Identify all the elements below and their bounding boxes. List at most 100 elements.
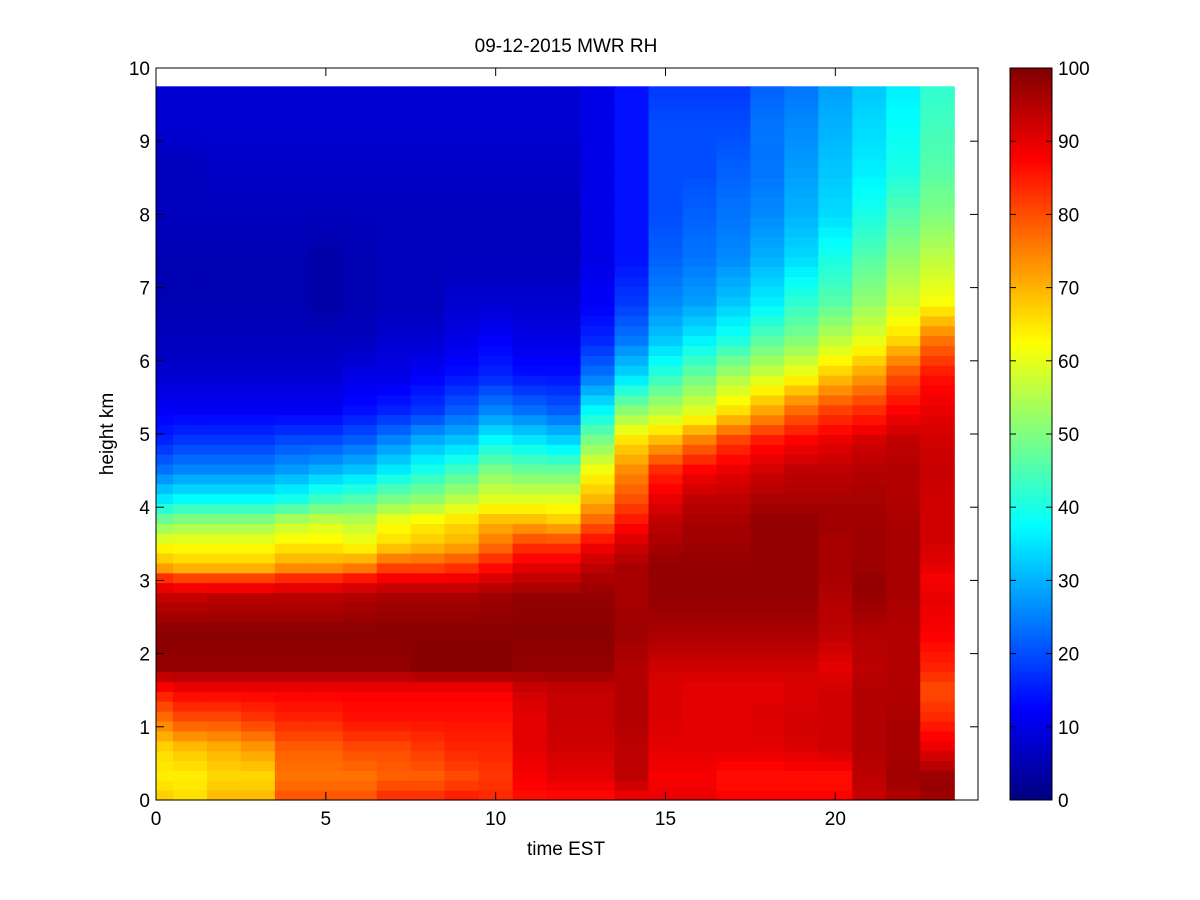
heatmap-cell xyxy=(206,454,242,465)
heatmap-cell xyxy=(784,750,819,762)
heatmap-cell xyxy=(716,118,752,129)
heatmap-cell xyxy=(818,424,853,435)
heatmap-cell xyxy=(818,641,853,653)
heatmap-cell xyxy=(342,483,378,495)
heatmap-cell xyxy=(818,404,853,416)
heatmap-cell xyxy=(750,355,785,366)
heatmap-cell xyxy=(410,177,446,188)
heatmap-cell xyxy=(886,375,921,386)
heatmap-cell xyxy=(156,305,174,317)
heatmap-cell xyxy=(886,355,921,366)
heatmap-cell xyxy=(240,108,276,119)
heatmap-cell xyxy=(682,137,718,149)
heatmap-cell xyxy=(478,266,514,277)
heatmap-cell xyxy=(172,226,208,238)
heatmap-cell xyxy=(682,197,718,208)
heatmap-cell xyxy=(206,276,242,287)
heatmap-cell xyxy=(818,98,853,109)
heatmap-cell xyxy=(818,345,853,356)
heatmap-cell xyxy=(716,365,752,376)
heatmap-cell xyxy=(274,701,310,712)
heatmap-cell xyxy=(750,335,785,347)
heatmap-cell xyxy=(580,355,616,366)
heatmap-cell xyxy=(410,118,446,129)
heatmap-cell xyxy=(682,345,718,356)
heatmap-cell xyxy=(716,147,752,159)
heatmap-cell xyxy=(410,503,446,515)
heatmap-cell xyxy=(308,424,344,435)
heatmap-cell xyxy=(784,325,819,337)
heatmap-cell xyxy=(784,147,819,159)
heatmap-cell xyxy=(546,602,582,613)
heatmap-cell xyxy=(818,177,853,188)
heatmap-cell xyxy=(580,108,616,119)
heatmap-cell xyxy=(376,246,412,258)
heatmap-cell xyxy=(274,691,310,702)
heatmap-cell xyxy=(444,513,480,524)
heatmap-cell xyxy=(886,750,921,762)
heatmap-cell xyxy=(784,108,819,119)
heatmap-cell xyxy=(308,552,344,564)
heatmap-cell xyxy=(580,444,616,455)
heatmap-cell xyxy=(156,108,174,119)
heatmap-cell xyxy=(716,276,752,287)
heatmap-cell xyxy=(784,780,819,791)
heatmap-cell xyxy=(716,790,752,801)
heatmap-cell xyxy=(852,473,887,485)
heatmap-cell xyxy=(750,572,785,584)
heatmap-cell xyxy=(784,622,819,633)
heatmap-cell xyxy=(308,108,344,119)
heatmap-cell xyxy=(240,641,276,653)
heatmap-cell xyxy=(156,701,174,712)
heatmap-cell xyxy=(172,286,208,297)
y-tick-label: 6 xyxy=(139,352,150,373)
heatmap-cell xyxy=(156,266,174,277)
heatmap-cell xyxy=(614,730,650,742)
heatmap-cell xyxy=(818,137,853,149)
heatmap-cell xyxy=(478,226,514,238)
heatmap-cell xyxy=(648,286,684,297)
heatmap-cell xyxy=(920,98,955,109)
heatmap-cell xyxy=(580,760,616,771)
heatmap-cell xyxy=(342,226,378,238)
heatmap-cell xyxy=(580,128,616,139)
heatmap-cell xyxy=(852,276,887,287)
heatmap-cell xyxy=(614,384,650,396)
heatmap-cell xyxy=(818,118,853,129)
heatmap-cell xyxy=(444,394,480,406)
heatmap-cell xyxy=(750,236,785,248)
heatmap-cell xyxy=(682,790,718,801)
heatmap-cell xyxy=(580,286,616,297)
heatmap-cell xyxy=(172,543,208,554)
heatmap-cell xyxy=(614,88,650,99)
heatmap-cell xyxy=(716,98,752,109)
heatmap-cell xyxy=(614,424,650,435)
heatmap-cell xyxy=(308,394,344,406)
heatmap-cell xyxy=(920,503,955,515)
heatmap-cell xyxy=(206,780,242,791)
heatmap-cell xyxy=(886,216,921,228)
heatmap-cell xyxy=(546,137,582,149)
heatmap-cell xyxy=(206,375,242,386)
heatmap-cell xyxy=(648,720,684,732)
heatmap-cell xyxy=(750,533,785,544)
colorbar-tick-label: 20 xyxy=(1058,645,1079,666)
heatmap-cell xyxy=(206,533,242,544)
heatmap-cell xyxy=(784,691,819,702)
heatmap-cell xyxy=(240,325,276,337)
heatmap-cell xyxy=(308,147,344,159)
heatmap-cell xyxy=(682,236,718,248)
heatmap-cell xyxy=(240,493,276,505)
heatmap-cell xyxy=(342,167,378,179)
heatmap-cell xyxy=(648,760,684,771)
heatmap-cell xyxy=(274,305,310,317)
heatmap-cell xyxy=(156,661,174,673)
heatmap-cell xyxy=(376,523,412,534)
heatmap-cell xyxy=(648,404,684,416)
heatmap-cell xyxy=(546,661,582,673)
heatmap-cell xyxy=(784,384,819,396)
heatmap-cell xyxy=(648,582,684,594)
heatmap-cell xyxy=(444,493,480,505)
colorbar-tick-label: 70 xyxy=(1058,279,1079,300)
heatmap-cell xyxy=(852,592,887,603)
